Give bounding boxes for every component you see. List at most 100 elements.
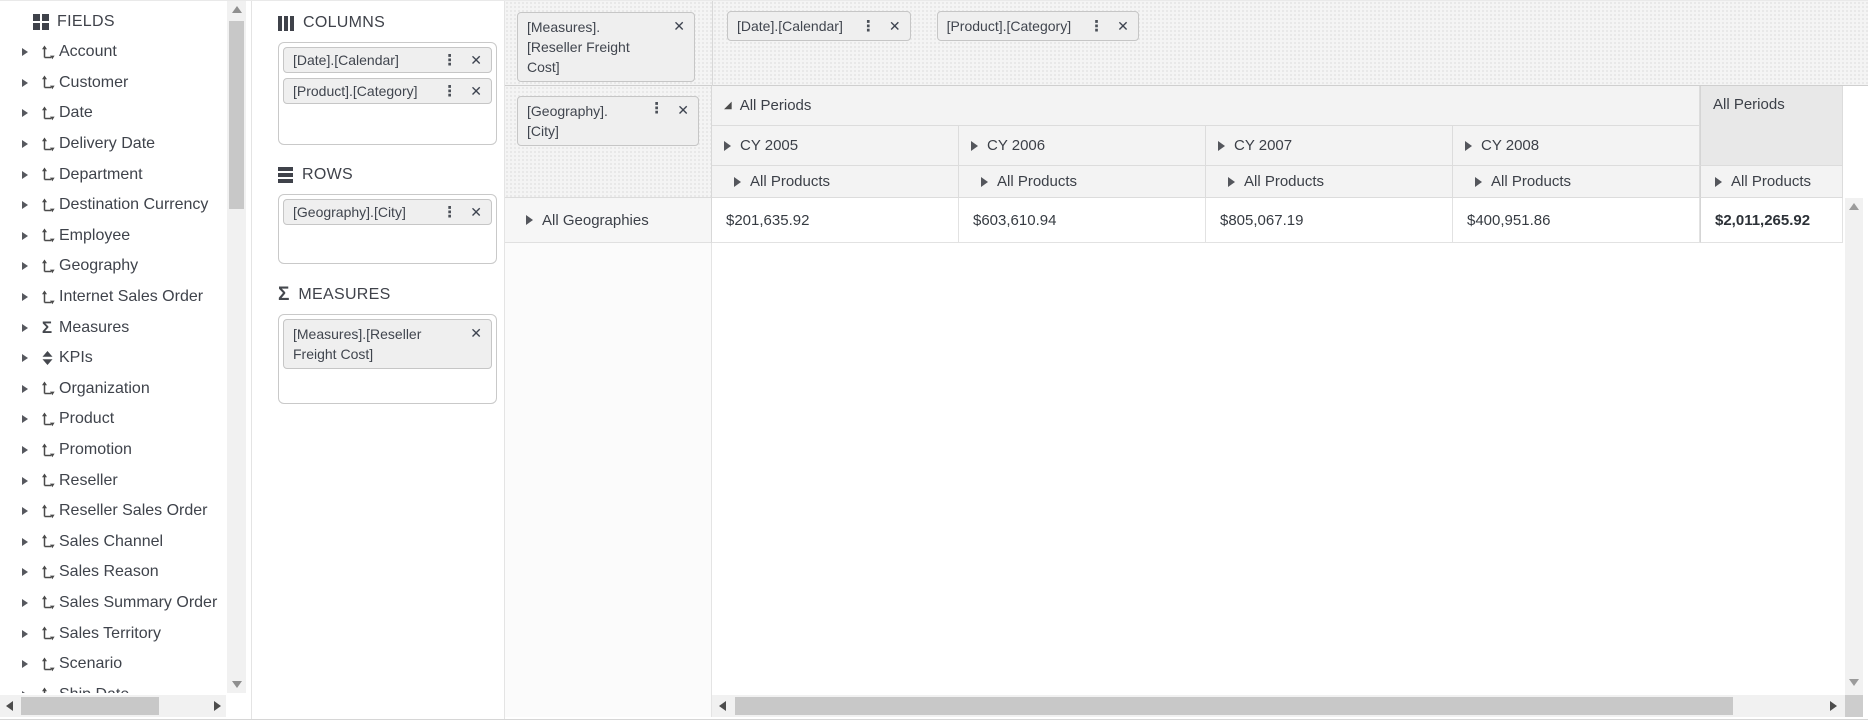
chip-remove-icon[interactable]: ✕ bbox=[888, 18, 901, 34]
vertical-scroll-thumb[interactable] bbox=[229, 21, 244, 209]
expand-icon[interactable] bbox=[981, 176, 988, 187]
expand-icon[interactable] bbox=[1475, 176, 1482, 187]
chip-remove-icon[interactable]: ✕ bbox=[470, 325, 482, 341]
expand-arrow-icon[interactable] bbox=[22, 660, 28, 669]
chip-menu-icon[interactable]: ⋮ bbox=[442, 51, 458, 69]
chip-menu-icon[interactable]: ⋮ bbox=[649, 100, 665, 117]
expand-icon[interactable] bbox=[1465, 140, 1472, 151]
expand-arrow-icon[interactable] bbox=[22, 629, 28, 638]
expand-arrow-icon[interactable] bbox=[22, 323, 28, 332]
field-item-sales-territory[interactable]: Sales Territory bbox=[0, 618, 227, 649]
expand-arrow-icon[interactable] bbox=[22, 537, 28, 546]
field-item-date[interactable]: Date bbox=[0, 98, 227, 129]
scroll-down-button[interactable] bbox=[227, 676, 246, 693]
chip-remove-icon[interactable]: ✕ bbox=[673, 18, 685, 34]
expand-arrow-icon[interactable] bbox=[22, 109, 28, 118]
expand-icon[interactable] bbox=[724, 140, 731, 151]
chip-remove-icon[interactable]: ✕ bbox=[470, 83, 482, 99]
horizontal-scroll-thumb[interactable] bbox=[735, 697, 1733, 715]
grouping-chip-product-category[interactable]: [Product].[Category] ⋮ ✕ bbox=[936, 11, 1139, 41]
col-header-all-products-3[interactable]: All Products bbox=[1206, 166, 1453, 198]
expand-arrow-icon[interactable] bbox=[22, 48, 28, 57]
grouping-chip-measure[interactable]: [Measures].[Reseller Freight Cost] ✕ bbox=[517, 12, 695, 82]
row-header-all-geographies[interactable]: All Geographies bbox=[505, 198, 712, 243]
scroll-up-button[interactable] bbox=[1845, 198, 1863, 215]
field-item-measures[interactable]: Σ Measures bbox=[0, 312, 227, 343]
chip-date-calendar[interactable]: [Date].[Calendar] ⋮ ✕ bbox=[283, 47, 492, 73]
expand-icon[interactable] bbox=[971, 140, 978, 151]
col-header-cy-2007[interactable]: CY 2007 bbox=[1206, 126, 1453, 166]
field-item-delivery-date[interactable]: Delivery Date bbox=[0, 129, 227, 160]
chip-remove-icon[interactable]: ✕ bbox=[677, 102, 689, 118]
field-item-promotion[interactable]: Promotion bbox=[0, 435, 227, 466]
field-item-employee[interactable]: Employee bbox=[0, 221, 227, 252]
expand-icon[interactable] bbox=[734, 176, 741, 187]
scroll-left-button[interactable] bbox=[712, 695, 732, 717]
col-header-all-periods[interactable]: ◢ All Periods bbox=[712, 86, 1700, 126]
col-header-all-products-1[interactable]: All Products bbox=[712, 166, 959, 198]
field-item-sales-summary-order[interactable]: Sales Summary Order bbox=[0, 588, 227, 619]
field-item-customer[interactable]: Customer bbox=[0, 68, 227, 99]
grouping-chip-geography-city[interactable]: [Geography].[City] ⋮ ✕ bbox=[517, 96, 699, 146]
scroll-left-button[interactable] bbox=[0, 695, 18, 717]
horizontal-scroll-thumb[interactable] bbox=[21, 697, 159, 715]
chip-remove-icon[interactable]: ✕ bbox=[470, 52, 482, 68]
chip-menu-icon[interactable]: ⋮ bbox=[1089, 17, 1105, 35]
chip-product-category[interactable]: [Product].[Category] ⋮ ✕ bbox=[283, 78, 492, 104]
scroll-down-button[interactable] bbox=[1845, 674, 1863, 691]
expand-arrow-icon[interactable] bbox=[22, 690, 28, 693]
expand-icon[interactable] bbox=[526, 215, 533, 225]
expand-arrow-icon[interactable] bbox=[22, 354, 28, 363]
field-item-sales-channel[interactable]: Sales Channel bbox=[0, 527, 227, 558]
field-item-reseller-sales-order[interactable]: Reseller Sales Order bbox=[0, 496, 227, 527]
expand-arrow-icon[interactable] bbox=[22, 507, 28, 516]
col-header-cy-2005[interactable]: CY 2005 bbox=[712, 126, 959, 166]
col-header-all-products-total[interactable]: All Products bbox=[1700, 166, 1843, 198]
field-item-scenario[interactable]: Scenario bbox=[0, 649, 227, 680]
measures-drop-zone[interactable]: [Measures].[Reseller Freight Cost] ✕ bbox=[278, 314, 497, 404]
expand-arrow-icon[interactable] bbox=[22, 170, 28, 179]
expand-arrow-icon[interactable] bbox=[22, 293, 28, 302]
columns-drop-zone[interactable]: [Date].[Calendar] ⋮ ✕ [Product].[Categor… bbox=[278, 42, 497, 145]
collapse-icon[interactable]: ◢ bbox=[724, 99, 732, 111]
rows-drop-zone[interactable]: [Geography].[City] ⋮ ✕ bbox=[278, 194, 497, 264]
expand-arrow-icon[interactable] bbox=[22, 78, 28, 87]
grouping-chip-date-calendar[interactable]: [Date].[Calendar] ⋮ ✕ bbox=[727, 11, 911, 41]
field-item-destination-currency[interactable]: Destination Currency bbox=[0, 190, 227, 221]
expand-arrow-icon[interactable] bbox=[22, 598, 28, 607]
scroll-right-button[interactable] bbox=[208, 695, 226, 717]
expand-arrow-icon[interactable] bbox=[22, 384, 28, 393]
field-item-internet-sales-order[interactable]: Internet Sales Order bbox=[0, 282, 227, 313]
expand-arrow-icon[interactable] bbox=[22, 201, 28, 210]
field-item-geography[interactable]: Geography bbox=[0, 251, 227, 282]
field-item-account[interactable]: Account bbox=[0, 37, 227, 68]
field-item-organization[interactable]: Organization bbox=[0, 374, 227, 405]
field-item-department[interactable]: Department bbox=[0, 159, 227, 190]
field-item-product[interactable]: Product bbox=[0, 404, 227, 435]
chip-menu-icon[interactable]: ⋮ bbox=[860, 17, 876, 35]
field-item-reseller[interactable]: Reseller bbox=[0, 465, 227, 496]
field-item-ship-date[interactable]: Ship Date bbox=[0, 679, 227, 693]
pivot-horizontal-scrollbar[interactable] bbox=[712, 695, 1845, 717]
pivot-vertical-scrollbar[interactable] bbox=[1845, 198, 1863, 695]
chip-geography-city[interactable]: [Geography].[City] ⋮ ✕ bbox=[283, 199, 492, 225]
expand-icon[interactable] bbox=[1218, 140, 1225, 151]
fields-vertical-scrollbar[interactable] bbox=[227, 1, 246, 693]
fields-horizontal-scrollbar[interactable] bbox=[0, 695, 226, 717]
scroll-up-button[interactable] bbox=[227, 1, 246, 18]
col-header-cy-2006[interactable]: CY 2006 bbox=[959, 126, 1206, 166]
expand-arrow-icon[interactable] bbox=[22, 140, 28, 149]
expand-arrow-icon[interactable] bbox=[22, 446, 28, 455]
expand-arrow-icon[interactable] bbox=[22, 262, 28, 271]
expand-arrow-icon[interactable] bbox=[22, 415, 28, 424]
col-header-all-products-4[interactable]: All Products bbox=[1453, 166, 1700, 198]
scroll-right-button[interactable] bbox=[1823, 695, 1843, 717]
expand-icon[interactable] bbox=[1228, 176, 1235, 187]
col-header-all-products-2[interactable]: All Products bbox=[959, 166, 1206, 198]
chip-remove-icon[interactable]: ✕ bbox=[1117, 18, 1129, 34]
col-header-cy-2008[interactable]: CY 2008 bbox=[1453, 126, 1700, 166]
chip-menu-icon[interactable]: ⋮ bbox=[442, 203, 458, 221]
field-item-kpis[interactable]: KPIs bbox=[0, 343, 227, 374]
expand-arrow-icon[interactable] bbox=[22, 568, 28, 577]
field-item-sales-reason[interactable]: Sales Reason bbox=[0, 557, 227, 588]
